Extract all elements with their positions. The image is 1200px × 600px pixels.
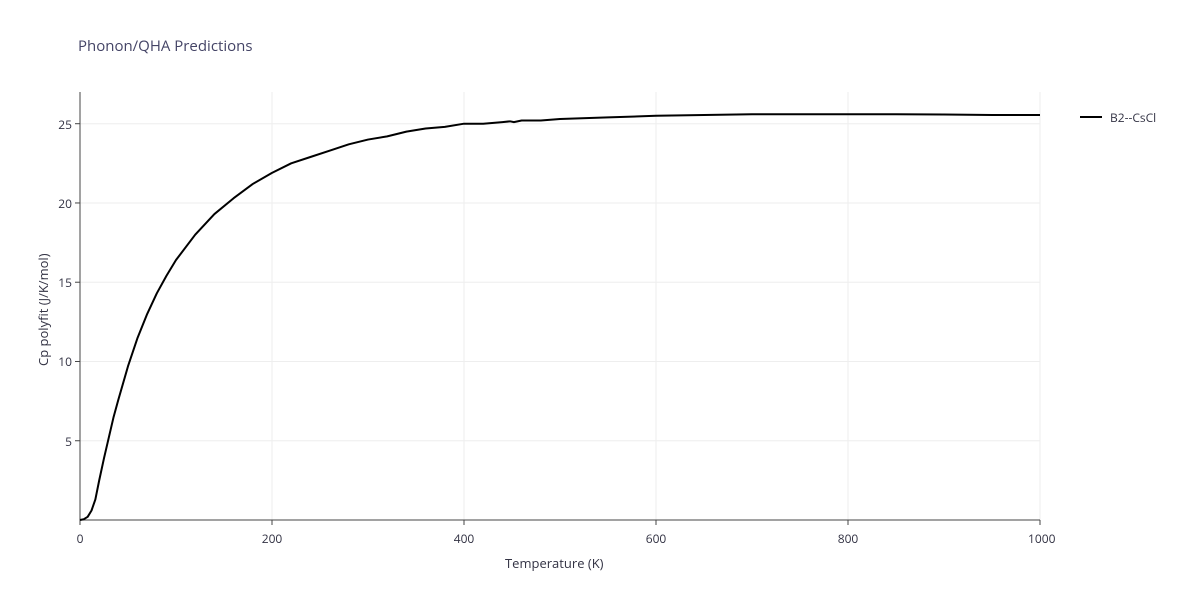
chart-container: Phonon/QHA Predictions Temperature (K) C… bbox=[0, 0, 1200, 600]
y-tick-label: 10 bbox=[48, 353, 72, 370]
x-tick-label: 1000 bbox=[1028, 530, 1052, 547]
chart-svg[interactable] bbox=[0, 0, 1200, 600]
series-line[interactable] bbox=[80, 114, 1040, 520]
x-tick-label: 200 bbox=[260, 530, 284, 547]
x-axis-label: Temperature (K) bbox=[505, 554, 604, 572]
y-tick-label: 20 bbox=[48, 195, 72, 212]
legend-label[interactable]: B2--CsCl bbox=[1110, 109, 1156, 126]
x-tick-label: 0 bbox=[68, 530, 92, 547]
x-tick-label: 600 bbox=[644, 530, 668, 547]
y-tick-label: 15 bbox=[48, 274, 72, 291]
y-tick-label: 25 bbox=[48, 116, 72, 133]
y-tick-label: 5 bbox=[48, 433, 72, 450]
x-tick-label: 400 bbox=[452, 530, 476, 547]
x-tick-label: 800 bbox=[836, 530, 860, 547]
legend-swatch[interactable] bbox=[1080, 116, 1102, 118]
y-axis-label: Cp polyfit (J/K/mol) bbox=[34, 253, 52, 366]
